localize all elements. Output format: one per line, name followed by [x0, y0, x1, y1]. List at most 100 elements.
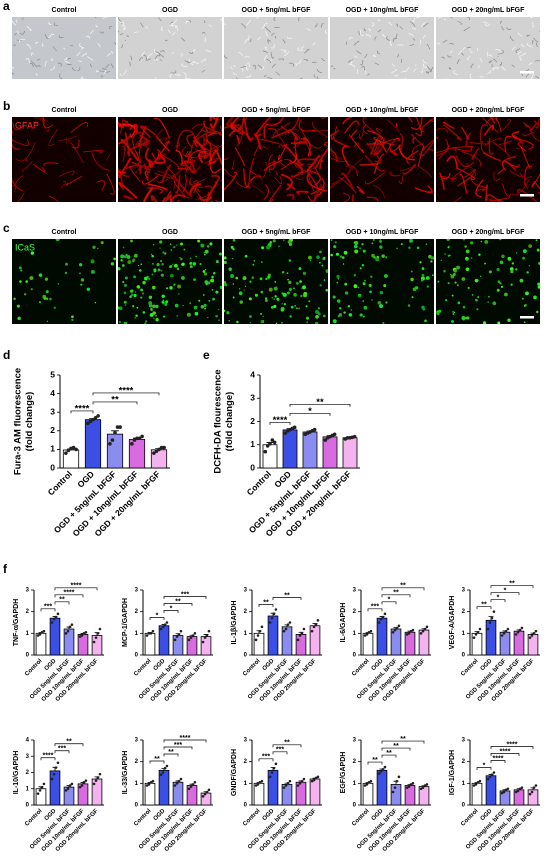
cell — [65, 272, 67, 274]
cell — [231, 246, 234, 249]
cell — [385, 301, 387, 303]
cell — [172, 264, 173, 265]
y-tick-label: 3 — [353, 738, 357, 744]
image-bg — [118, 17, 222, 79]
cell — [218, 309, 219, 310]
cell — [466, 257, 468, 259]
cell — [363, 250, 366, 253]
cell — [274, 295, 276, 297]
y-tick-label: 3 — [135, 588, 139, 594]
cell — [152, 305, 156, 309]
cell — [421, 279, 423, 281]
cell — [303, 272, 306, 275]
data-point — [194, 632, 197, 635]
sig-label: * — [156, 612, 159, 619]
cell — [141, 263, 143, 265]
cell — [162, 252, 164, 254]
y-tick-label: 0 — [135, 653, 139, 659]
y-tick-label: 3 — [462, 588, 466, 594]
data-point — [51, 778, 54, 781]
data-point — [313, 779, 316, 782]
sig-label: *** — [174, 742, 182, 749]
cell — [252, 276, 255, 279]
data-point — [67, 787, 70, 790]
cell — [245, 255, 248, 258]
cell — [198, 300, 200, 302]
cell — [265, 278, 267, 280]
data-point — [39, 789, 42, 792]
y-tick-label: 1 — [462, 781, 466, 787]
cell — [470, 241, 473, 244]
cell — [288, 240, 291, 243]
cell — [343, 263, 345, 265]
y-tick-label: 2 — [250, 416, 255, 426]
cell — [361, 243, 363, 245]
cell — [507, 257, 511, 261]
cell — [220, 286, 223, 289]
data-point — [370, 780, 373, 783]
bar — [263, 445, 277, 468]
cell — [211, 79, 215, 83]
data-point — [515, 633, 518, 636]
data-point — [487, 628, 490, 631]
cell — [181, 276, 184, 279]
data-point — [398, 776, 401, 779]
cell — [369, 284, 372, 287]
cell — [25, 280, 28, 283]
cell — [454, 269, 457, 272]
cell — [522, 257, 525, 260]
panel-letter: c — [3, 221, 10, 235]
cell — [54, 307, 56, 309]
cell — [124, 291, 127, 294]
cell — [161, 301, 164, 304]
cell — [215, 315, 218, 318]
data-point — [261, 626, 264, 629]
cell — [282, 303, 283, 304]
cell — [144, 322, 146, 324]
cell — [537, 283, 540, 286]
cell — [289, 259, 291, 261]
data-point — [501, 634, 504, 637]
micrograph — [117, 239, 223, 325]
column-header: OGD — [162, 229, 178, 236]
y-tick-label: 2 — [353, 759, 357, 765]
cell — [204, 272, 207, 275]
sig-label: ** — [400, 736, 406, 743]
cell — [132, 259, 135, 262]
data-point — [259, 630, 262, 633]
y-tick-label: 3 — [353, 588, 357, 594]
cell — [204, 308, 206, 310]
cell — [373, 239, 375, 241]
data-point — [521, 627, 524, 630]
cell — [164, 303, 167, 306]
data-point — [473, 636, 476, 639]
cell — [351, 309, 352, 310]
cell — [224, 283, 227, 286]
cell — [524, 321, 526, 323]
cell — [507, 319, 510, 322]
cell — [145, 320, 147, 322]
data-point — [382, 616, 385, 619]
micrograph-content — [330, 238, 434, 324]
cell — [422, 267, 425, 270]
cell — [19, 266, 22, 269]
cell — [152, 263, 154, 265]
cell — [181, 263, 184, 266]
data-point — [269, 621, 272, 624]
cell — [411, 270, 413, 272]
cell — [272, 297, 273, 298]
cell — [380, 238, 382, 240]
cell — [249, 315, 252, 318]
data-point — [475, 783, 478, 786]
sig-label: **** — [493, 755, 504, 762]
cell — [345, 291, 348, 294]
sig-label: *** — [371, 604, 379, 611]
cell — [178, 293, 179, 294]
cell — [371, 254, 375, 258]
y-tick-label: 3 — [250, 393, 255, 403]
cell — [522, 298, 524, 300]
cell — [180, 243, 183, 246]
bar — [268, 770, 278, 805]
cell — [211, 276, 213, 278]
x-tick-label: Control — [245, 469, 273, 497]
